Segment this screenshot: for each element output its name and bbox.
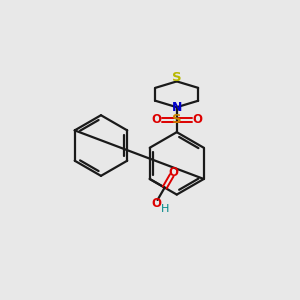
Text: O: O xyxy=(168,166,178,179)
Text: O: O xyxy=(151,197,161,210)
Text: S: S xyxy=(172,113,182,126)
Text: O: O xyxy=(152,113,161,126)
Text: H: H xyxy=(160,204,169,214)
Text: S: S xyxy=(172,71,182,84)
Text: N: N xyxy=(172,101,182,114)
Text: O: O xyxy=(192,113,202,126)
